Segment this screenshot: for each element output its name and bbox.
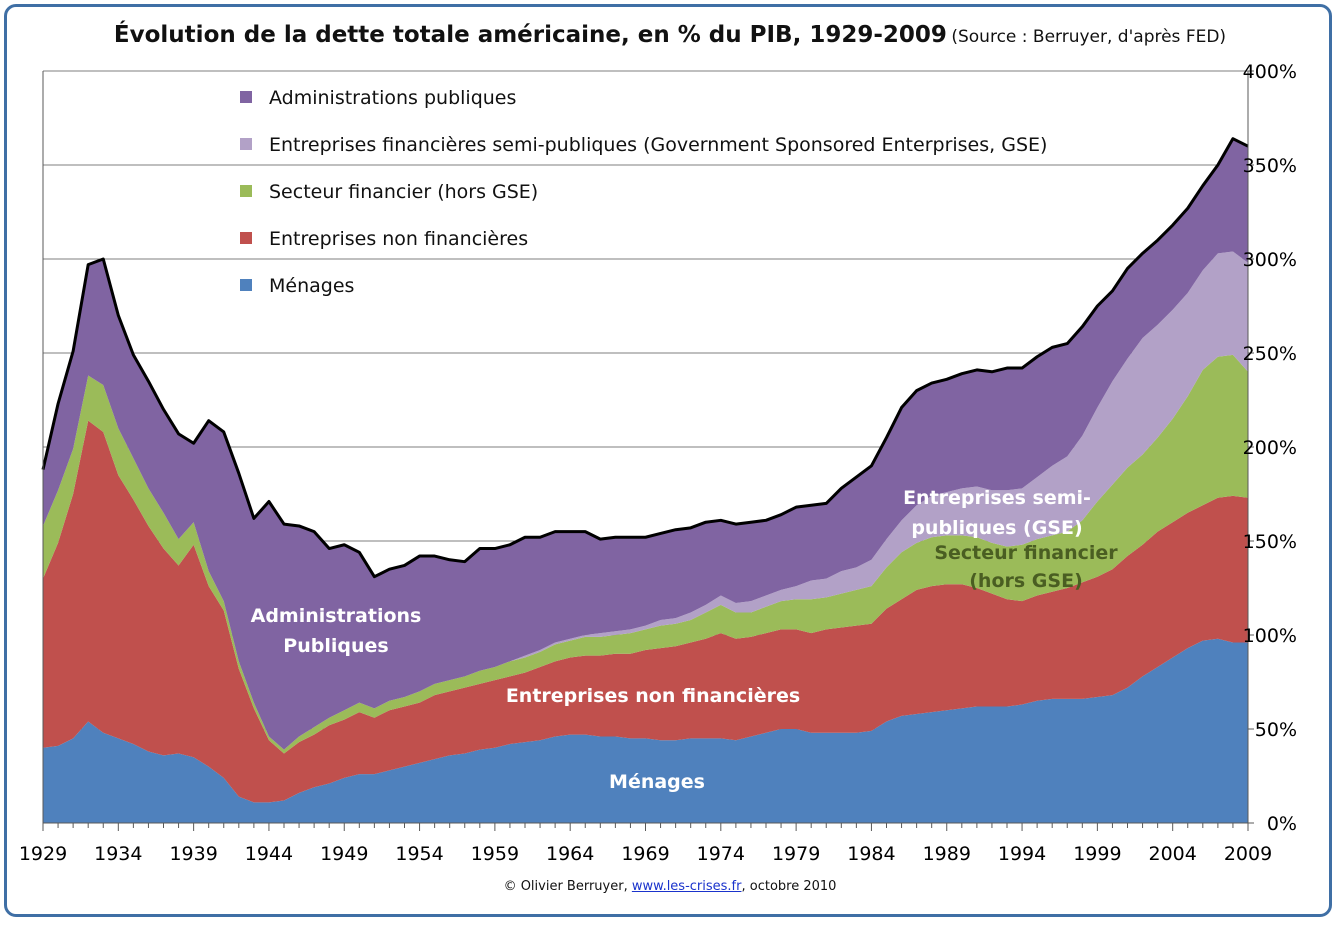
y-tick-label-400: 400%	[1243, 61, 1297, 83]
annotation-menages-7: Ménages	[609, 771, 705, 793]
x-tick-label-2009: 2009	[1224, 843, 1272, 865]
x-tick-label-1969: 1969	[621, 843, 669, 865]
legend: Administrations publiques Entreprises fin…	[240, 87, 1047, 297]
legend-label-secteur_fin: Secteur financier (hors GSE)	[269, 181, 538, 203]
credit-link[interactable]: www.les-crises.fr	[631, 879, 742, 894]
legend-label-gse: Entreprises financières semi-publiques (…	[269, 134, 1047, 156]
x-tick-label-1954: 1954	[395, 843, 443, 865]
legend-swatch-admin	[240, 91, 252, 103]
x-tick-label-1964: 1964	[546, 843, 594, 865]
annotation-entreprises_non_fin-6: Entreprises non financières	[506, 685, 800, 707]
x-tick-label-1959: 1959	[471, 843, 519, 865]
chart-title: Évolution de la dette totale américaine,…	[113, 22, 947, 48]
y-tick-label-0: 0%	[1267, 813, 1297, 835]
area-series-admin	[43, 138, 1248, 750]
area-series-entreprises_non_fin	[43, 420, 1248, 803]
credit-line: © Olivier Berruyer, www.les-crises.fr, o…	[0, 879, 1340, 894]
legend-swatch-secteur_fin	[240, 185, 252, 197]
credit-suffix: , octobre 2010	[741, 879, 837, 894]
annotation-admin-1: Publiques	[283, 635, 388, 657]
x-tick-labels: 1929 1934 1939 1944 1949 1954 1959 1964 1969 1974…	[19, 823, 1272, 865]
y-tick-label-200: 200%	[1243, 437, 1297, 459]
x-tick-label-1984: 1984	[847, 843, 895, 865]
annotation-gse-2: Entreprises semi-	[903, 487, 1091, 509]
legend-swatch-menages	[240, 279, 252, 291]
total-line-group	[41, 137, 1249, 579]
annotation-secteur_fin-4: Secteur financier	[934, 542, 1118, 564]
legend-swatch-entreprises_non_fin	[240, 232, 252, 244]
annotation-admin-0: Administrations	[251, 605, 422, 627]
legend-label-entreprises_non_fin: Entreprises non financières	[269, 228, 528, 250]
x-tick-label-1939: 1939	[169, 843, 217, 865]
area-series-menages	[43, 638, 1248, 823]
series-areas	[43, 138, 1248, 823]
y-tick-label-50: 50%	[1255, 719, 1297, 741]
legend-label-menages: Ménages	[269, 275, 354, 297]
x-tick-label-1949: 1949	[320, 843, 368, 865]
y-tick-labels: 0% 50% 100% 150% 200% 250% 300% 350% 400%	[1243, 61, 1297, 835]
y-tick-label-250: 250%	[1243, 343, 1297, 365]
x-tick-label-1944: 1944	[245, 843, 293, 865]
x-tick-label-2004: 2004	[1149, 843, 1197, 865]
x-tick-label-1989: 1989	[923, 843, 971, 865]
credit-prefix: © Olivier Berruyer,	[503, 879, 632, 894]
x-tick-label-1979: 1979	[772, 843, 820, 865]
total-line	[41, 137, 1249, 579]
x-tick-label-1974: 1974	[697, 843, 745, 865]
chart-title-block: Évolution de la dette totale américaine,…	[0, 22, 1340, 48]
x-tick-label-1934: 1934	[94, 843, 142, 865]
y-tick-label-350: 350%	[1243, 155, 1297, 177]
area-annotations: Administrations Publiques Entreprises semi…	[251, 487, 1119, 793]
area-series-gse	[43, 251, 1248, 750]
x-tick-label-1929: 1929	[19, 843, 67, 865]
annotation-secteur_fin-5: (hors GSE)	[969, 570, 1083, 592]
area-series-secteur_fin	[43, 354, 1248, 754]
chart-source: (Source : Berruyer, d'après FED)	[951, 27, 1227, 47]
annotation-gse-3: publiques (GSE)	[911, 517, 1082, 539]
y-tick-label-300: 300%	[1243, 249, 1297, 271]
y-tick-label-100: 100%	[1243, 625, 1297, 647]
x-tick-label-1999: 1999	[1073, 843, 1121, 865]
x-tick-label-1994: 1994	[998, 843, 1046, 865]
legend-label-admin: Administrations publiques	[269, 87, 516, 109]
y-tick-label-150: 150%	[1243, 531, 1297, 553]
legend-swatch-gse	[240, 138, 252, 150]
